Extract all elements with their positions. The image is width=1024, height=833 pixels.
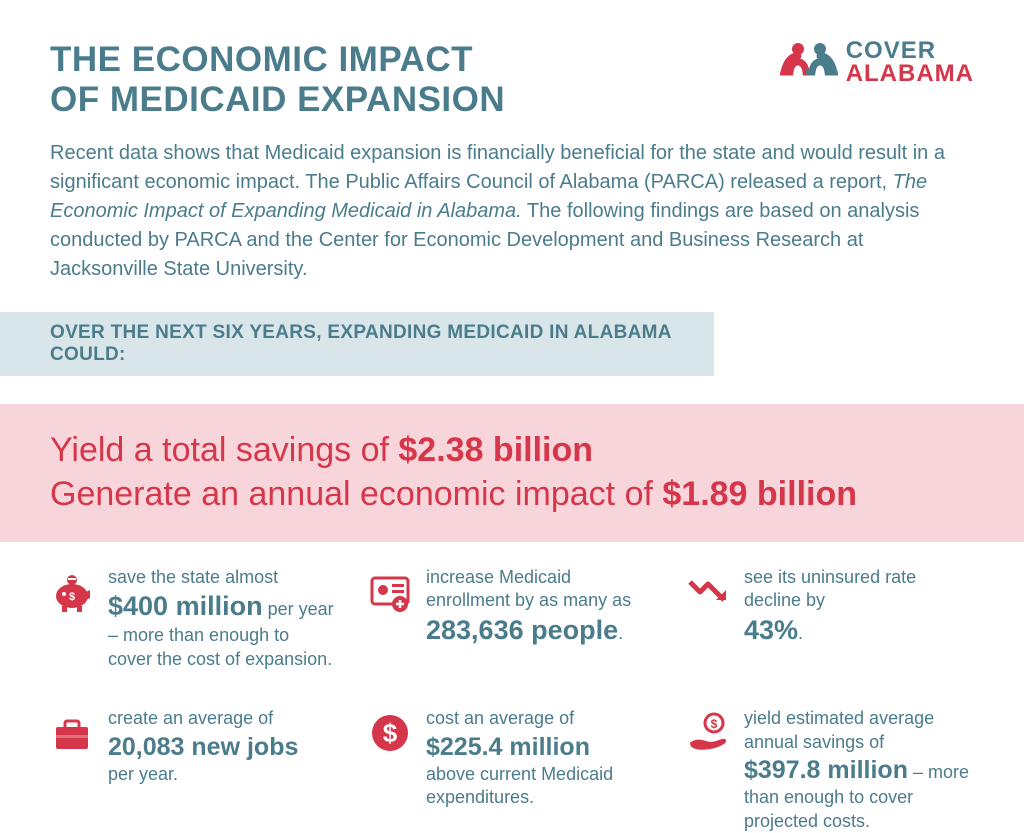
stat-post: per year. bbox=[108, 764, 178, 784]
people-icon bbox=[780, 42, 838, 84]
stat-body: increase Medicaid enrollment by as many … bbox=[426, 566, 656, 671]
stat-enrollment: increase Medicaid enrollment by as many … bbox=[368, 566, 656, 671]
stat-big: 20,083 new jobs bbox=[108, 733, 298, 761]
highlight-2-pre: Generate an annual economic impact of bbox=[50, 475, 662, 513]
stat-body: see its uninsured rate decline by 43%. bbox=[744, 566, 974, 671]
stat-cost: $ cost an average of $225.4 million abov… bbox=[368, 707, 656, 833]
logo-text: COVER ALABAMA bbox=[846, 40, 974, 86]
stat-big: $397.8 million bbox=[744, 756, 908, 784]
dollar-circle-icon: $ bbox=[368, 707, 412, 833]
stat-pre: increase Medicaid enrollment by as many … bbox=[426, 567, 631, 610]
intro-a: Recent data shows that Medicaid expansio… bbox=[50, 142, 945, 193]
stats-grid: $ save the state almost $400 million per… bbox=[50, 566, 974, 833]
stat-body: save the state almost $400 million per y… bbox=[108, 566, 338, 671]
title-line-1: THE ECONOMIC IMPACT bbox=[50, 40, 473, 79]
stat-big: $225.4 million bbox=[426, 733, 590, 761]
section-banner: OVER THE NEXT SIX YEARS, EXPANDING MEDIC… bbox=[0, 312, 714, 376]
stat-savings: $ save the state almost $400 million per… bbox=[50, 566, 338, 671]
stat-pre: save the state almost bbox=[108, 567, 278, 587]
highlight-1-pre: Yield a total savings of bbox=[50, 431, 398, 469]
svg-text:$: $ bbox=[383, 718, 398, 748]
stat-big: $400 million bbox=[108, 591, 263, 621]
logo-line-2: ALABAMA bbox=[846, 63, 974, 86]
page-title: THE ECONOMIC IMPACT OF MEDICAID EXPANSIO… bbox=[50, 40, 505, 121]
highlight-line-1: Yield a total savings of $2.38 billion bbox=[50, 428, 974, 472]
stat-post: . bbox=[798, 623, 803, 643]
stat-annual-savings: $ yield estimated average annual savings… bbox=[686, 707, 974, 833]
highlight-2-bold: $1.89 billion bbox=[662, 475, 857, 513]
svg-text:$: $ bbox=[711, 717, 718, 731]
stat-post: . bbox=[618, 623, 623, 643]
highlight-banner: Yield a total savings of $2.38 billion G… bbox=[0, 404, 1024, 542]
stat-jobs: create an average of 20,083 new jobs per… bbox=[50, 707, 338, 833]
stat-uninsured: see its uninsured rate decline by 43%. bbox=[686, 566, 974, 671]
stat-big: 43% bbox=[744, 615, 798, 645]
briefcase-icon bbox=[50, 707, 94, 833]
piggy-bank-icon: $ bbox=[50, 566, 94, 671]
stat-pre: yield estimated average annual savings o… bbox=[744, 708, 934, 751]
stat-body: cost an average of $225.4 million above … bbox=[426, 707, 656, 833]
cover-alabama-logo: COVER ALABAMA bbox=[780, 40, 974, 86]
stat-body: yield estimated average annual savings o… bbox=[744, 707, 974, 833]
intro-paragraph: Recent data shows that Medicaid expansio… bbox=[50, 139, 974, 284]
id-card-icon bbox=[368, 566, 412, 671]
title-line-2: OF MEDICAID EXPANSION bbox=[50, 80, 505, 119]
stat-body: create an average of 20,083 new jobs per… bbox=[108, 707, 298, 833]
highlight-1-bold: $2.38 billion bbox=[398, 431, 593, 469]
hand-money-icon: $ bbox=[686, 707, 730, 833]
highlight-line-2: Generate an annual economic impact of $1… bbox=[50, 472, 974, 516]
down-trend-icon bbox=[686, 566, 730, 671]
stat-pre: cost an average of bbox=[426, 708, 574, 728]
stat-pre: create an average of bbox=[108, 708, 273, 728]
stat-big: 283,636 people bbox=[426, 615, 618, 645]
header-row: THE ECONOMIC IMPACT OF MEDICAID EXPANSIO… bbox=[50, 40, 974, 121]
stat-post: above current Medicaid expenditures. bbox=[426, 764, 613, 807]
stat-pre: see its uninsured rate decline by bbox=[744, 567, 916, 610]
svg-text:$: $ bbox=[69, 591, 75, 603]
